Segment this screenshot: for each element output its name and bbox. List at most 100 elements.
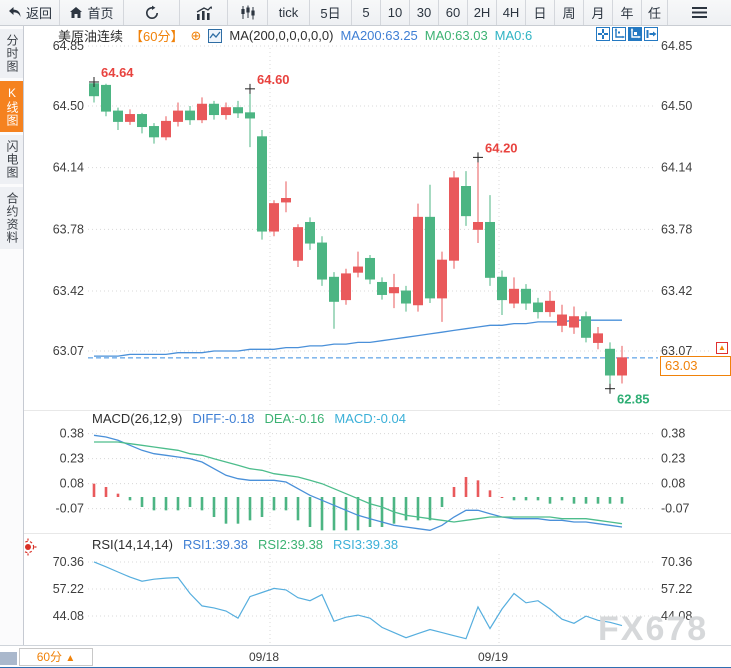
svg-text:64.85: 64.85 xyxy=(53,39,84,53)
svg-text:-0.07: -0.07 xyxy=(661,502,690,516)
tick-label: tick xyxy=(278,5,299,20)
svg-text:0.38: 0.38 xyxy=(60,427,84,441)
period-10m-button[interactable]: 10 xyxy=(381,0,410,25)
svg-text:64.14: 64.14 xyxy=(661,161,692,175)
ma0b-value: MA0:6 xyxy=(494,28,533,43)
candles-group xyxy=(89,81,627,389)
axis-labels: 64.85 64.85 64.50 64.50 64.14 64.14 63.78 63.78… xyxy=(53,39,693,623)
chart-type-icon[interactable] xyxy=(208,28,223,43)
move-crosshair-icon[interactable] xyxy=(596,27,610,41)
period-2h-button[interactable]: 2H xyxy=(468,0,497,25)
refresh-button[interactable] xyxy=(124,0,180,25)
macd-header: MACD(26,12,9) DIFF:-0.18 DEA:-0.16 MACD:… xyxy=(92,411,406,426)
sidebar: 分时图 K线图 闪电图 合约资料 xyxy=(0,26,24,645)
back-arrow-icon xyxy=(8,7,21,17)
macd-dea-line xyxy=(94,441,623,525)
period-year-button[interactable]: 年 xyxy=(613,0,642,25)
period-5d-button[interactable]: 5日 xyxy=(310,0,352,25)
candlestick-icon xyxy=(240,5,255,20)
watermark: FX678 xyxy=(598,610,709,648)
svg-text:57.22: 57.22 xyxy=(661,582,692,596)
toolbar: 返回 首页 tick 5日 5 10 30 60 2H 4H 日 周 月 年 任 xyxy=(0,0,731,26)
period-5m-button[interactable]: 5 xyxy=(352,0,381,25)
svg-text:70.36: 70.36 xyxy=(53,555,84,569)
home-button[interactable]: 首页 xyxy=(60,0,124,25)
ma-settings[interactable]: MA(200,0,0,0,0,0) xyxy=(229,28,334,43)
svg-text:0.08: 0.08 xyxy=(60,477,84,491)
svg-text:0.23: 0.23 xyxy=(60,452,84,466)
svg-text:44.08: 44.08 xyxy=(661,609,692,623)
price-alert-icon[interactable]: ▲ xyxy=(716,342,728,354)
svg-text:62.85: 62.85 xyxy=(617,392,650,407)
current-price-tag: 63.03 xyxy=(660,356,731,376)
x-axis-date-0919: 09/19 xyxy=(478,650,509,664)
go-to-latest-icon[interactable] xyxy=(644,27,658,41)
period-week-button[interactable]: 周 xyxy=(555,0,584,25)
svg-text:70.36: 70.36 xyxy=(661,555,692,569)
menu-button[interactable] xyxy=(668,0,731,25)
svg-text:63.07: 63.07 xyxy=(53,344,84,358)
ma0-value: MA0:63.03 xyxy=(424,28,488,43)
hamburger-menu-icon xyxy=(692,7,707,18)
rsi-panel xyxy=(93,561,623,640)
bar-chart-icon xyxy=(196,5,212,20)
fit-axes-icon[interactable] xyxy=(612,27,626,41)
period-day-button[interactable]: 日 xyxy=(526,0,555,25)
rsi2-value: RSI2:39.38 xyxy=(257,537,324,552)
current-period-label: 60分 xyxy=(36,650,63,664)
period-4h-button[interactable]: 4H xyxy=(497,0,526,25)
auto-scale-icon-selected[interactable] xyxy=(628,27,642,41)
sidebar-tab-contract-info[interactable]: 合约资料 xyxy=(0,187,23,249)
refresh-icon xyxy=(145,5,158,19)
rsi3-value: RSI3:39.38 xyxy=(333,537,399,552)
ma200 xyxy=(94,319,622,357)
svg-text:64.60: 64.60 xyxy=(257,72,290,87)
svg-text:0.38: 0.38 xyxy=(661,427,685,441)
period-60m-button[interactable]: 60 xyxy=(439,0,468,25)
sidebar-tab-kline-chart[interactable]: K线图 xyxy=(0,81,23,132)
svg-text:-0.07: -0.07 xyxy=(56,502,85,516)
period-5d-label: 5日 xyxy=(320,6,341,21)
gridlines xyxy=(88,45,712,643)
corner-block xyxy=(0,652,17,665)
rsi1-value: RSI1:39.38 xyxy=(182,537,248,552)
svg-text:63.78: 63.78 xyxy=(53,222,84,236)
up-triangle-icon: ▲ xyxy=(65,653,76,664)
add-indicator-icon[interactable]: ⊕ xyxy=(190,27,202,43)
locate-icon[interactable] xyxy=(19,538,37,556)
svg-text:64.14: 64.14 xyxy=(53,161,84,175)
back-button[interactable]: 返回 xyxy=(0,0,60,25)
rsi-header: RSI(14,14,14) RSI1:39.38 RSI2:39.38 RSI3… xyxy=(92,537,398,552)
ma200-value: MA200:63.25 xyxy=(340,28,418,43)
ma200-line xyxy=(94,319,622,357)
sidebar-tab-lightning-chart[interactable]: 闪电图 xyxy=(0,135,23,184)
svg-text:0.23: 0.23 xyxy=(661,452,685,466)
svg-text:64.50: 64.50 xyxy=(53,99,84,113)
bottom-bar: 60分 ▲ 09/18 09/19 xyxy=(0,645,731,667)
symbol-name: 美原油连续 xyxy=(58,29,124,44)
price-annotations: 64.64 64.60 64.20 62.85 xyxy=(89,65,650,407)
macd-macd-value: MACD:-0.04 xyxy=(334,411,406,426)
period-30m-button[interactable]: 30 xyxy=(410,0,439,25)
svg-text:64.50: 64.50 xyxy=(661,99,692,113)
svg-text:63.07: 63.07 xyxy=(661,344,692,358)
svg-text:0.08: 0.08 xyxy=(661,477,685,491)
bar-chart-button[interactable] xyxy=(180,0,228,25)
period-custom-button[interactable]: 任 xyxy=(642,0,668,25)
rsi-title: RSI(14,14,14) xyxy=(92,537,173,552)
period-badge: 【60分】 xyxy=(130,29,184,44)
current-period-button[interactable]: 60分 ▲ xyxy=(19,648,93,666)
candlestick-view-button[interactable] xyxy=(228,0,268,25)
svg-text:63.42: 63.42 xyxy=(661,284,692,298)
period-month-button[interactable]: 月 xyxy=(584,0,613,25)
macd-diff-line xyxy=(93,434,623,531)
svg-text:64.64: 64.64 xyxy=(101,65,134,80)
rsi-line xyxy=(93,561,623,640)
sidebar-tab-time-chart[interactable]: 分时图 xyxy=(0,29,23,78)
panel-separators xyxy=(24,410,731,534)
tick-button[interactable]: tick xyxy=(268,0,310,25)
svg-text:64.85: 64.85 xyxy=(661,39,692,53)
macd-title: MACD(26,12,9) xyxy=(92,411,183,426)
